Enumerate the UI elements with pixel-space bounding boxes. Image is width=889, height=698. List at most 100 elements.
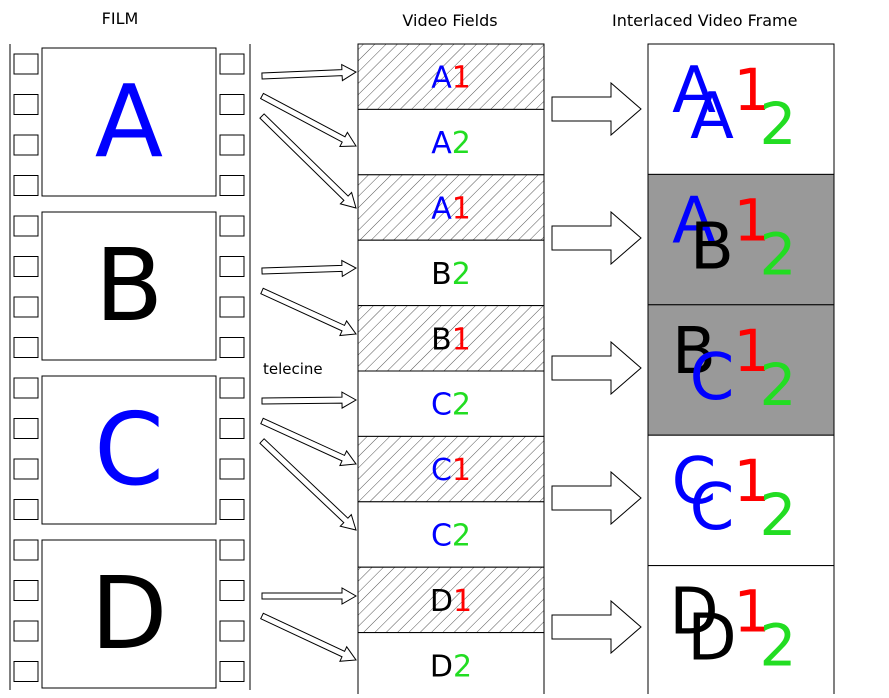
telecine-arrow (261, 391, 358, 409)
frame-bottom-letter: C (690, 471, 735, 545)
frame-bottom-letter: D (687, 602, 736, 676)
field-label: C2 (431, 388, 471, 423)
sprocket-hole-right (219, 53, 245, 75)
field-number: 1 (452, 453, 471, 488)
field-label: C1 (431, 453, 471, 488)
interlace-arrows (551, 81, 642, 655)
sprocket-hole-right (219, 134, 245, 156)
sprocket-hole-right (219, 377, 245, 399)
frame-field1-number: 1 (734, 56, 771, 124)
film-frame (41, 375, 217, 525)
field-label: A1 (431, 192, 471, 227)
frame-top-letter: A (672, 184, 716, 258)
interlaced-frame (647, 43, 835, 175)
sprocket-hole-left (13, 134, 39, 156)
telecine-arrow (261, 587, 358, 605)
interlace-arrow (551, 210, 642, 266)
telecine-arrow (259, 92, 357, 148)
frame-field1-number: 1 (734, 186, 771, 254)
interlaced-frame (647, 173, 835, 306)
film-header: FILM (102, 9, 139, 28)
field-letter: C (431, 519, 452, 554)
sprocket-hole-right (219, 580, 245, 601)
field-letter: C (431, 388, 452, 423)
field-label: B2 (431, 257, 471, 292)
field-number: 1 (452, 322, 471, 357)
field-number: 1 (452, 61, 471, 96)
telecine-arrow (259, 438, 357, 531)
telecine-arrow (260, 417, 357, 467)
film-frame-letter: C (94, 391, 164, 508)
frame-field2-number: 2 (760, 90, 797, 158)
sprocket-hole-right (219, 539, 245, 561)
interlace-arrow (551, 470, 642, 526)
sprocket-hole-right (219, 620, 245, 642)
telecine-label: telecine (263, 360, 323, 378)
field-number: 2 (452, 126, 471, 161)
sprocket-hole-right (219, 215, 245, 237)
sprocket-hole-right (219, 418, 245, 439)
sprocket-hole-right (219, 661, 245, 682)
frame-bottom-letter: A (690, 80, 734, 154)
field-letter: B (431, 257, 452, 292)
telecine-arrow (259, 113, 357, 209)
field-letter: A (431, 192, 452, 227)
video-field (357, 435, 545, 503)
telecine-arrow (260, 287, 357, 337)
interlaced-frame (647, 304, 835, 436)
interlace-arrow (551, 340, 642, 396)
frame-field2-number: 2 (760, 351, 797, 419)
sprocket-hole-right (219, 256, 245, 277)
frame-bottom-letter: B (690, 210, 734, 284)
frame-field2-number: 2 (760, 612, 797, 680)
sprocket-hole-right (219, 499, 245, 520)
interlaced-frame (647, 434, 835, 567)
film-frame (41, 47, 217, 197)
telecine-arrow (260, 612, 357, 662)
field-number: 1 (452, 192, 471, 227)
interlace-arrow (551, 599, 642, 655)
field-number: 1 (453, 584, 472, 619)
film-frame-letter: D (90, 555, 167, 672)
sprocket-hole-left (13, 499, 39, 520)
frame-top-letter: B (672, 315, 716, 389)
frame-bottom-letter: C (690, 341, 735, 415)
field-label: D2 (430, 649, 472, 684)
field-label: D1 (430, 584, 472, 619)
field-letter: C (431, 453, 452, 488)
video-field (357, 305, 545, 372)
field-number: 2 (453, 649, 472, 684)
sprocket-hole-left (13, 337, 39, 358)
sprocket-hole-left (13, 94, 39, 115)
field-label: A1 (431, 61, 471, 96)
frame-field1-number: 1 (734, 578, 771, 646)
field-letter: A (431, 61, 452, 96)
video-field (357, 566, 545, 634)
sprocket-hole-left (13, 620, 39, 642)
sprocket-hole-right (219, 337, 245, 358)
film-frame (41, 539, 217, 689)
video-field (357, 108, 545, 176)
frame-field1-number: 1 (734, 447, 771, 515)
frame-top-letter: D (669, 576, 718, 650)
field-label: B1 (431, 322, 471, 357)
frame-top-letter: A (672, 54, 716, 128)
film-frame-letter: B (95, 227, 164, 344)
interlace-arrow (551, 81, 642, 137)
interlaced-frame-header: Interlaced Video Frame (612, 11, 797, 30)
video-field (357, 43, 545, 110)
field-number: 2 (452, 519, 471, 554)
frame-field2-number: 2 (760, 481, 797, 549)
sprocket-hole-left (13, 377, 39, 399)
sprocket-hole-left (13, 296, 39, 318)
film-frame-letter: A (95, 63, 163, 180)
sprocket-hole-left (13, 53, 39, 75)
sprocket-hole-left (13, 539, 39, 561)
video-fields-header: Video Fields (402, 11, 497, 30)
field-number: 2 (452, 388, 471, 423)
